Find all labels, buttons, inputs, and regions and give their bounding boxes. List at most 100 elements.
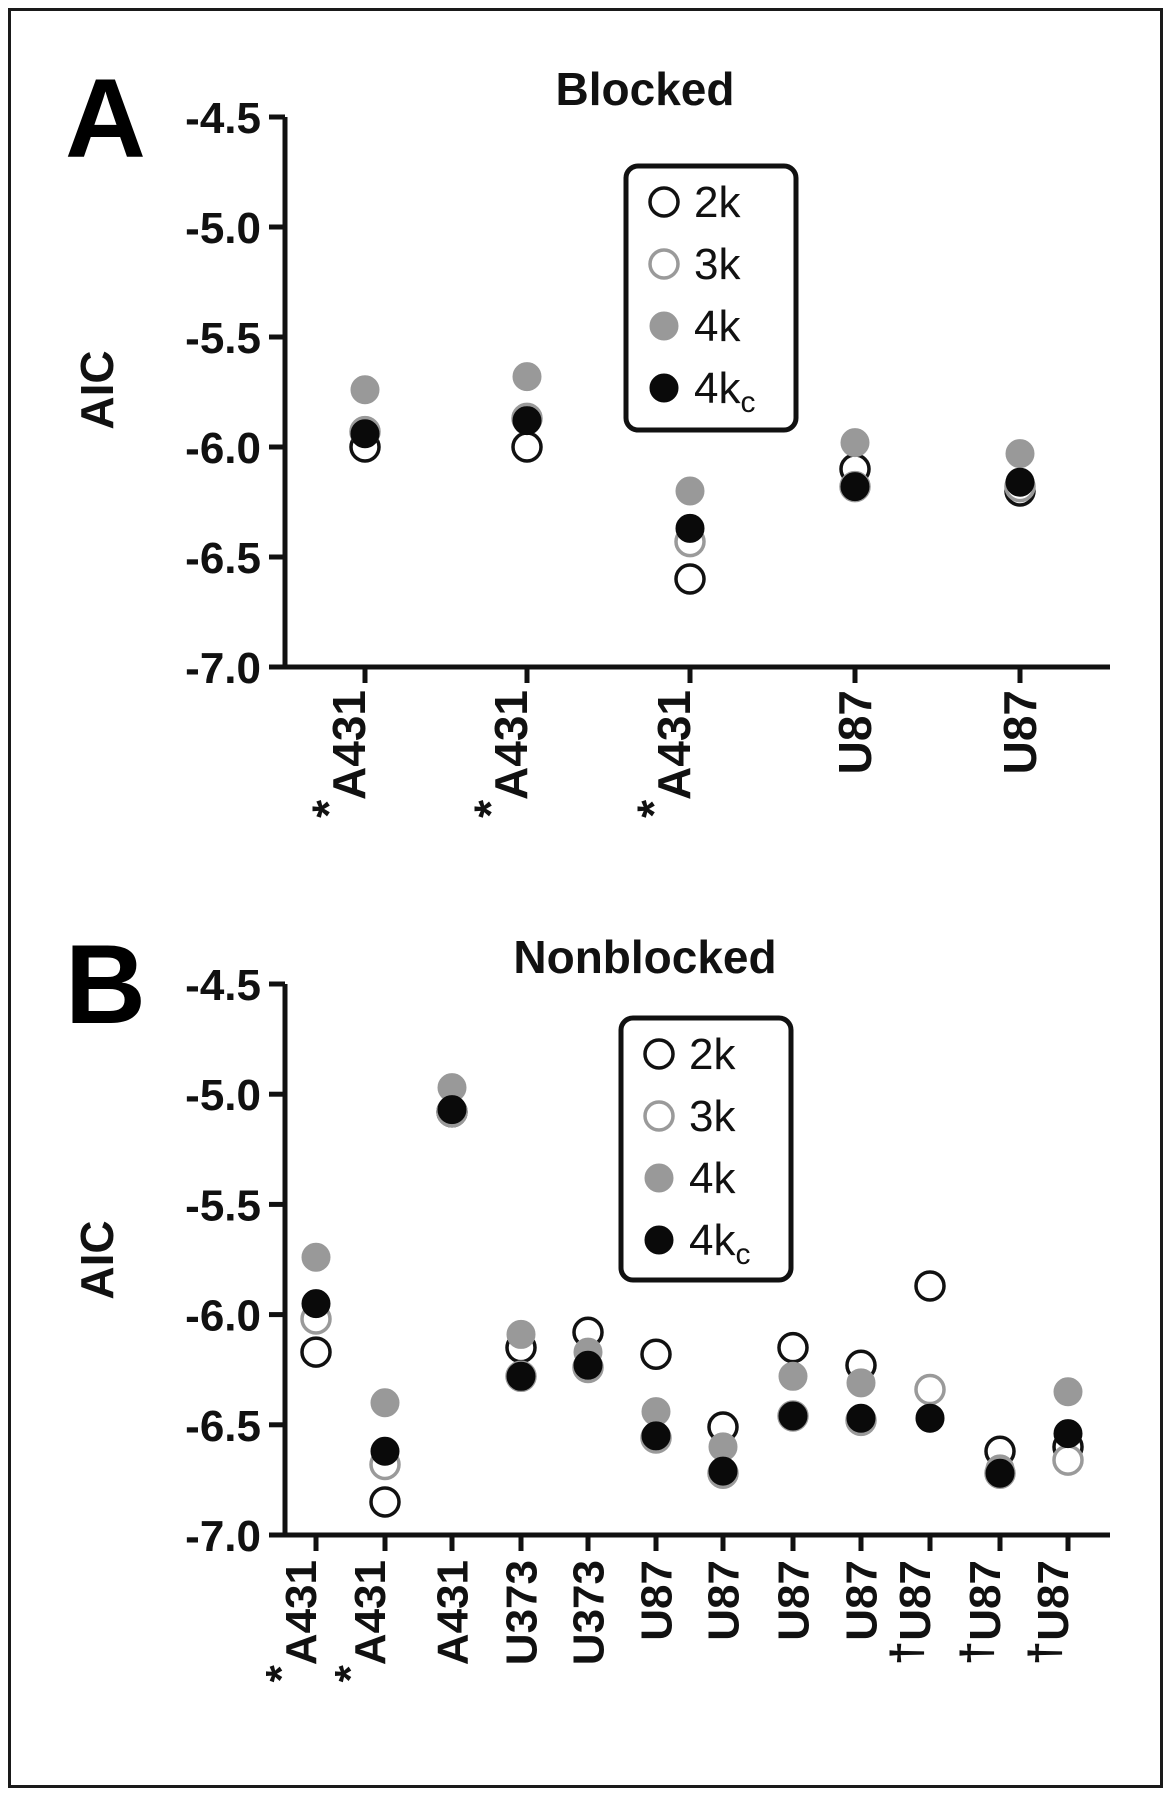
y-tick-label: -6.5 [185,1402,261,1451]
category-name: A431 [277,1560,326,1665]
chart-panel-b: B NonblockedAIC-4.5-5.0-5.5-6.0-6.5-7.0*A… [65,922,1110,1682]
category-label: A431 [428,1560,477,1665]
legend-box [618,1015,794,1283]
point-2k-10 [914,1270,946,1302]
category-marker: * [257,1664,306,1682]
point-4kc-11 [985,1458,1015,1488]
y-tick-label: -6.0 [185,424,261,473]
category-label: U87 [769,1560,818,1641]
legend-swatch-3k [648,248,680,280]
legend-swatch-2k [648,186,680,218]
point-4kc-2 [512,406,542,436]
point-4k-1 [301,1242,331,1272]
y-tick-label: -7.0 [185,1512,261,1561]
y-tick-label: -4.5 [185,961,261,1010]
legend-box [623,163,799,433]
y-tick-label: -5.0 [185,1071,261,1120]
category-marker: * [464,800,516,818]
chart-panel-a: A BlockedAIC-4.5-5.0-5.5-6.0-6.5-7.0*A431… [65,56,1110,818]
point-2k-8 [777,1331,809,1364]
point-4kc-10 [915,1403,945,1433]
legend-label: 4k [694,302,741,351]
category-marker: † [1020,1641,1069,1665]
y-tick-label: -6.0 [185,1292,261,1341]
legend-label: 4kc [694,364,755,419]
category-name: A431 [346,1560,395,1665]
point-4kc-5 [1005,467,1035,497]
legend-label: 4kc [689,1216,750,1271]
panel-letter: B [65,922,146,1047]
point-4kc-5 [573,1350,603,1380]
point-4kc-8 [778,1401,808,1431]
category-label: *A431 [627,690,700,818]
point-3k-12 [1052,1444,1084,1476]
legend-swatch-4kc [644,1225,674,1255]
category-name: A431 [485,690,537,800]
category-label: †U87 [1020,1560,1078,1665]
legend-label: 3k [689,1092,736,1141]
legend-swatch-4k [644,1163,674,1193]
point-4k-1 [350,375,380,405]
point-4k-3 [675,476,705,506]
point-4kc-2 [370,1436,400,1466]
legend-label-subscript: c [735,1238,750,1271]
point-4k-12 [1053,1377,1083,1407]
point-4kc-7 [708,1456,738,1486]
category-label: *A431 [302,690,375,818]
point-4kc-3 [437,1095,467,1125]
category-name: U87 [961,1560,1010,1641]
y-tick-label: -5.0 [185,204,261,253]
point-2k-2 [369,1486,401,1518]
point-4kc-6 [641,1421,671,1451]
y-tick-label: -5.5 [185,1181,261,1230]
y-tick-label: -6.5 [185,534,261,583]
point-4k-4 [840,428,870,458]
category-label: *A431 [326,1560,395,1682]
category-label: U87 [632,1560,681,1641]
category-name: A431 [648,690,700,800]
point-2k-6 [640,1338,672,1371]
point-4kc-3 [675,513,705,543]
point-4k-8 [778,1361,808,1391]
point-4kc-1 [301,1289,331,1319]
category-label: U373 [564,1560,613,1665]
point-2k-2 [511,431,543,463]
point-4k-2 [512,362,542,392]
point-4kc-4 [840,472,870,502]
y-tick-label: -7.0 [185,644,261,693]
point-4kc-9 [846,1403,876,1433]
point-4k-9 [846,1368,876,1398]
y-axis-title: AIC [71,350,123,429]
legend-swatch-3k [643,1100,675,1132]
point-4k-4 [506,1319,536,1349]
category-label: *A431 [464,690,537,818]
legend-swatch-4kc [649,373,679,403]
legend-label: 2k [694,178,741,227]
legend-swatch-4k [649,311,679,341]
category-marker: * [627,800,679,818]
legend-label-main: 4k [694,364,741,413]
category-label: U87 [699,1560,748,1641]
point-4k-2 [370,1388,400,1418]
category-label: U87 [829,690,881,774]
category-label: U87 [994,690,1046,774]
legend-label: 2k [689,1030,736,1079]
category-marker: * [302,800,354,818]
category-label: *A431 [257,1560,326,1682]
category-marker: * [326,1664,375,1682]
point-4kc-4 [506,1361,536,1391]
category-name: U87 [891,1560,940,1641]
point-2k-1 [300,1336,332,1368]
legend-label-main: 4k [689,1216,736,1265]
point-4k-5 [1005,439,1035,469]
point-2k-3 [674,563,706,595]
legend-swatch-2k [643,1038,675,1070]
y-tick-label: -5.5 [185,314,261,363]
chart-title: Nonblocked [513,931,776,983]
category-label: †U87 [882,1560,940,1665]
y-tick-label: -4.5 [185,94,261,143]
point-4kc-12 [1053,1419,1083,1449]
